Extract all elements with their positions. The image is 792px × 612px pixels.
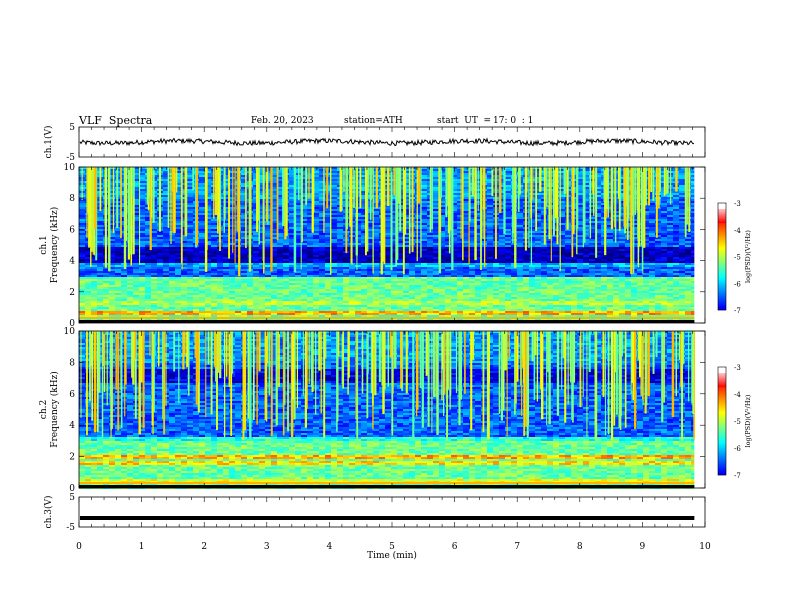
colorbar-tick-ch2-spectrogram--7: -7: [734, 472, 741, 480]
xtick-label-2: 2: [201, 542, 207, 552]
colorbar-tick-ch2-spectrogram--4: -4: [734, 391, 741, 399]
colorbar-ch2-spectrogram: [718, 367, 726, 476]
xtick-label-0: 0: [76, 542, 82, 552]
start-time-label: 17: 0 : 1: [493, 116, 534, 126]
chart-title: VLF Spectra: [79, 114, 153, 127]
colorbar-tick-ch1-spectrogram--3: -3: [734, 200, 741, 208]
ytick-label-ch2-spectrogram-6: 6: [69, 390, 75, 400]
start-ut-label: start UT =: [437, 116, 492, 126]
ytick-label-ch2-spectrogram-2: 2: [69, 453, 75, 463]
colorbar-frame-ch2-spectrogram: [717, 366, 727, 476]
spectrogram-ch2-spectrogram: [79, 331, 696, 489]
station-label: station=ATH: [344, 116, 403, 126]
colorbar-tick-ch1-spectrogram--5: -5: [734, 254, 741, 262]
ylabel-ch1-waveform: ch.1(V): [43, 126, 54, 159]
xaxis-label: Time (min): [367, 550, 417, 561]
ylabel-top-ch1-spectrogram: ch.1: [39, 235, 49, 254]
ytick-label-ch1-waveform-top: 5: [69, 123, 75, 133]
ytick-label-ch1-spectrogram-2: 2: [69, 288, 75, 298]
ytick-label-ch1-spectrogram-6: 6: [69, 225, 75, 235]
ytick-label-ch1-spectrogram-10: 10: [64, 163, 76, 173]
colorbar-tick-ch1-spectrogram--7: -7: [734, 307, 741, 315]
ytick-label-ch2-spectrogram-0: 0: [69, 484, 75, 494]
xtick-label-4: 4: [327, 542, 333, 552]
xtick-label-6: 6: [452, 542, 458, 552]
xtick-label-8: 8: [577, 542, 583, 552]
colorbar-ch1-spectrogram: [718, 203, 726, 311]
colorbar-tick-ch2-spectrogram--6: -6: [734, 445, 741, 453]
xtick-label-10: 10: [699, 542, 711, 552]
ytick-label-ch2-spectrogram-10: 10: [64, 327, 76, 337]
ch3-waveform-trace: [80, 516, 695, 520]
colorbar-label-ch2-spectrogram: log(PSD)(V²/Hz): [744, 394, 752, 447]
ylabel-ch1-spectrogram: Frequency (kHz): [49, 207, 60, 284]
ytick-label-ch1-spectrogram-4: 4: [69, 257, 75, 267]
ylabel-top-ch2-spectrogram: ch.2: [39, 400, 49, 419]
ylabel-ch3-waveform: ch.3(V): [43, 496, 54, 529]
ytick-label-ch3-waveform-bottom: -5: [66, 523, 75, 533]
ytick-label-ch1-waveform-bottom: -5: [66, 153, 75, 163]
colorbar-tick-ch2-spectrogram--3: -3: [734, 364, 741, 372]
ch1-waveform-trace: [79, 137, 695, 147]
xtick-label-9: 9: [640, 542, 646, 552]
xtick-label-5: 5: [389, 542, 395, 552]
ytick-label-ch1-spectrogram-0: 0: [69, 319, 75, 329]
colorbar-tick-ch1-spectrogram--4: -4: [734, 227, 741, 235]
colorbar-tick-ch2-spectrogram--5: -5: [734, 418, 741, 426]
xtick-label-3: 3: [264, 542, 270, 552]
spectrogram-ch1-spectrogram: [79, 167, 695, 323]
colorbar-tick-ch1-spectrogram--6: -6: [734, 280, 741, 288]
ytick-label-ch2-spectrogram-4: 4: [69, 421, 75, 431]
xtick-label-1: 1: [139, 542, 145, 552]
ytick-label-ch3-waveform-top: 5: [69, 493, 75, 503]
ylabel-ch2-spectrogram: Frequency (kHz): [49, 371, 60, 448]
xtick-label-7: 7: [514, 542, 520, 552]
ytick-label-ch2-spectrogram-8: 8: [69, 358, 75, 368]
ytick-label-ch1-spectrogram-8: 8: [69, 194, 75, 204]
colorbar-frame-ch1-spectrogram: [717, 202, 727, 311]
date-label: Feb. 20, 2023: [251, 116, 314, 126]
colorbar-label-ch1-spectrogram: log(PSD)(V²/Hz): [744, 230, 752, 283]
